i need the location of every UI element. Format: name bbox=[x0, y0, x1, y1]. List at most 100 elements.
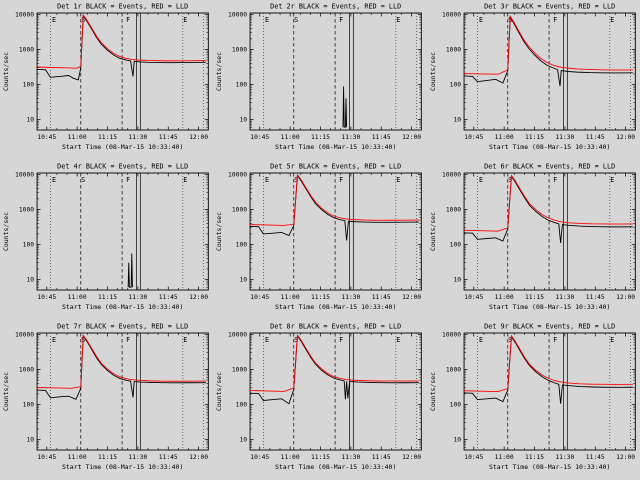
y-tick-label: 10 bbox=[26, 116, 34, 123]
y-axis-label: Counts/sec bbox=[215, 212, 223, 251]
x-axis-label: Start Time (08-Mar-15 10:33:40) bbox=[489, 303, 610, 311]
y-tick-label: 10 bbox=[453, 116, 461, 123]
plot-border bbox=[463, 172, 636, 291]
chart-svg-det-2r: 10:45 11:00 11:15 11:30 11:45 12:00 10 100 1000 1… bbox=[215, 3, 423, 151]
chart-svg-det-3r: 10:45 11:00 11:15 11:30 11:45 12:00 10 100 1000 1… bbox=[429, 3, 636, 151]
y-tick-label: 10000 bbox=[15, 331, 34, 338]
y-axis-label: Counts/sec bbox=[2, 52, 10, 91]
x-tick-label: 11:45 bbox=[159, 134, 178, 141]
flag-letter: E bbox=[52, 16, 56, 24]
series-events bbox=[127, 253, 133, 288]
flag-letter: E bbox=[610, 176, 614, 184]
flag-letter: E bbox=[265, 16, 269, 24]
plot-border bbox=[249, 172, 423, 291]
x-tick-label: 11:45 bbox=[585, 294, 604, 301]
y-tick-label: 10 bbox=[240, 436, 248, 443]
x-tick-label: 11:45 bbox=[372, 454, 391, 461]
y-tick-label: 100 bbox=[23, 81, 35, 88]
series-events bbox=[463, 335, 633, 404]
x-tick-label: 10:45 bbox=[37, 134, 56, 141]
series-lld bbox=[463, 174, 633, 232]
y-axis-label: Counts/sec bbox=[429, 372, 437, 411]
flag-letter: E bbox=[397, 16, 401, 24]
y-tick-label: 10000 bbox=[442, 11, 461, 18]
plot-border bbox=[463, 332, 636, 451]
x-axis-label: Start Time (08-Mar-15 10:33:40) bbox=[489, 463, 610, 471]
y-tick-label: 10000 bbox=[442, 171, 461, 178]
x-tick-label: 12:00 bbox=[616, 454, 635, 461]
x-axis-label: Start Time (08-Mar-15 10:33:40) bbox=[62, 143, 183, 151]
flag-letter: E bbox=[397, 176, 401, 184]
flag-letter: F bbox=[553, 336, 557, 344]
x-tick-label: 10:45 bbox=[464, 134, 483, 141]
y-tick-label: 10000 bbox=[228, 171, 247, 178]
y-tick-label: 10000 bbox=[442, 331, 461, 338]
plot-border bbox=[36, 172, 209, 291]
x-tick-label: 10:45 bbox=[37, 454, 56, 461]
series-events bbox=[37, 334, 206, 400]
y-tick-label: 10 bbox=[26, 276, 34, 283]
x-tick-label: 12:00 bbox=[189, 454, 208, 461]
x-tick-label: 11:45 bbox=[372, 294, 391, 301]
x-tick-label: 12:00 bbox=[402, 294, 421, 301]
y-tick-label: 1000 bbox=[446, 206, 461, 213]
x-tick-label: 11:00 bbox=[281, 454, 300, 461]
flag-letter: S bbox=[508, 336, 512, 344]
x-tick-label: 11:00 bbox=[68, 294, 87, 301]
chart-svg-det-4r: 10:45 11:00 11:15 11:30 11:45 12:00 10 100 1000 1… bbox=[2, 163, 209, 311]
x-tick-label: 11:00 bbox=[68, 134, 87, 141]
flag-letter: E bbox=[397, 336, 401, 344]
flag-letter: F bbox=[339, 176, 343, 184]
flag-letter: F bbox=[126, 16, 130, 24]
flag-letter: E bbox=[479, 176, 483, 184]
chart-panel-det-9r: 10:45 11:00 11:15 11:30 11:45 12:00 10 100 1000 1… bbox=[427, 320, 640, 480]
y-tick-label: 100 bbox=[23, 401, 35, 408]
chart-panel-det-4r: 10:45 11:00 11:15 11:30 11:45 12:00 10 100 1000 1… bbox=[0, 160, 213, 320]
x-tick-label: 11:15 bbox=[311, 134, 330, 141]
y-tick-label: 10000 bbox=[15, 171, 34, 178]
flag-letter: S bbox=[294, 336, 298, 344]
y-tick-label: 100 bbox=[449, 241, 461, 248]
series-lld bbox=[463, 14, 633, 75]
chart-svg-det-1r: 10:45 11:00 11:15 11:30 11:45 12:00 10 100 1000 1… bbox=[2, 3, 209, 151]
x-axis-label: Start Time (08-Mar-15 10:33:40) bbox=[275, 303, 396, 311]
flag-letter: E bbox=[265, 336, 269, 344]
flag-letter: E bbox=[52, 336, 56, 344]
series-events bbox=[37, 14, 206, 81]
x-tick-label: 11:45 bbox=[585, 134, 604, 141]
plot-border bbox=[36, 12, 209, 131]
x-tick-label: 11:00 bbox=[68, 454, 87, 461]
chart-svg-det-7r: 10:45 11:00 11:15 11:30 11:45 12:00 10 100 1000 1… bbox=[2, 323, 209, 471]
plot-border bbox=[249, 332, 423, 451]
x-tick-label: 10:45 bbox=[464, 294, 483, 301]
x-tick-label: 11:45 bbox=[159, 454, 178, 461]
x-tick-label: 11:00 bbox=[281, 134, 300, 141]
y-tick-label: 10 bbox=[453, 436, 461, 443]
flag-letter: E bbox=[479, 336, 483, 344]
flag-letter: E bbox=[479, 16, 483, 24]
series-lld bbox=[37, 334, 206, 389]
series-events bbox=[342, 86, 348, 128]
flag-letter: E bbox=[52, 176, 56, 184]
flag-letter: S bbox=[294, 176, 298, 184]
series-lld bbox=[463, 334, 633, 393]
y-axis-label: Counts/sec bbox=[2, 212, 10, 251]
chart-title: Det 1r BLACK = Events, RED = LLD bbox=[57, 3, 188, 11]
flag-letter: F bbox=[339, 336, 343, 344]
series-lld bbox=[250, 173, 420, 226]
x-tick-label: 11:15 bbox=[525, 454, 544, 461]
x-tick-label: 11:30 bbox=[128, 294, 147, 301]
chart-title: Det 7r BLACK = Events, RED = LLD bbox=[57, 323, 188, 331]
chart-svg-det-6r: 10:45 11:00 11:15 11:30 11:45 12:00 10 100 1000 1… bbox=[429, 163, 636, 311]
y-axis-label: Counts/sec bbox=[429, 212, 437, 251]
chart-title: Det 6r BLACK = Events, RED = LLD bbox=[484, 163, 615, 171]
y-tick-label: 1000 bbox=[19, 206, 34, 213]
chart-title: Det 8r BLACK = Events, RED = LLD bbox=[270, 323, 401, 331]
y-axis-label: Counts/sec bbox=[215, 52, 223, 91]
x-tick-label: 11:00 bbox=[494, 294, 513, 301]
flag-letter: F bbox=[553, 176, 557, 184]
chart-title: Det 4r BLACK = Events, RED = LLD bbox=[57, 163, 188, 171]
x-tick-label: 11:45 bbox=[159, 294, 178, 301]
x-axis-label: Start Time (08-Mar-15 10:33:40) bbox=[489, 143, 610, 151]
flag-letter: F bbox=[339, 16, 343, 24]
